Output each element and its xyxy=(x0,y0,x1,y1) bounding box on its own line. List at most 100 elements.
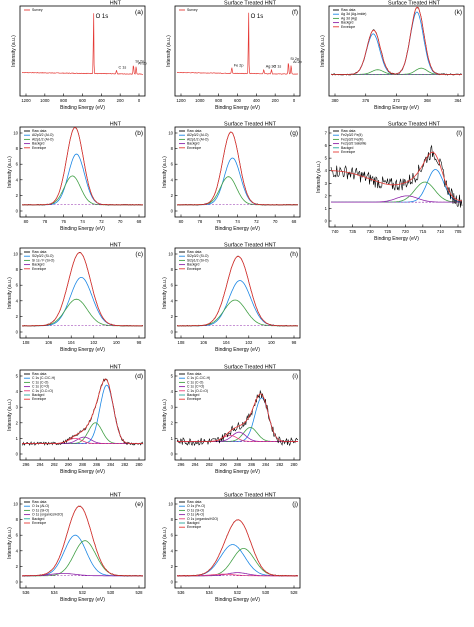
peak-annotation: Al 2p xyxy=(138,61,147,65)
panel-tag: HNT xyxy=(110,1,122,7)
legend-entry: C 1s (O-C=O) xyxy=(187,389,208,393)
legend-entry: Ag 3d (Ag-imide) xyxy=(341,12,366,16)
x-tick-label: 536 xyxy=(23,590,31,595)
x-tick-label: 288 xyxy=(234,462,242,467)
legend-entry: Raw data xyxy=(32,372,46,376)
y-tick-label: 0 xyxy=(16,209,19,214)
x-tick-label: 102 xyxy=(90,340,98,345)
panel-label: (e) xyxy=(135,501,143,508)
envelope-line xyxy=(177,255,298,327)
legend-entry: Backgrd xyxy=(32,517,45,521)
legend-entry: Envelope xyxy=(32,267,46,271)
y-axis-label: Intensity (a.u.) xyxy=(7,156,13,188)
panel-tag: Surface Treated HNT xyxy=(224,365,277,371)
x-tick-label: 364 xyxy=(455,98,463,103)
x-tick-label: 76 xyxy=(216,219,221,224)
legend-entry: C 1s (C=O) xyxy=(187,385,204,389)
x-axis-label: Binding Energy (eV) xyxy=(60,597,105,603)
x-tick-label: 528 xyxy=(291,590,299,595)
peak-annotation: Si 2p xyxy=(135,60,144,64)
legend-entry: Fe2p3/2 Satellite xyxy=(341,142,367,146)
legend-entry: Al2p1/2 (Al-O) xyxy=(187,137,208,141)
x-tick-label: 735 xyxy=(349,229,357,234)
x-tick-label: 286 xyxy=(93,462,101,467)
peak-annotation: O 1s xyxy=(251,14,264,20)
x-axis-label: Binding Energy (eV) xyxy=(374,105,419,111)
y-tick-label: 3 xyxy=(325,181,328,186)
legend-entry: O 1s (Si-O) xyxy=(32,508,49,512)
y-tick-label: 8 xyxy=(16,267,19,272)
y-tick-label: 2 xyxy=(171,193,174,198)
x-tick-label: 715 xyxy=(419,229,427,234)
y-tick-label: 3 xyxy=(171,405,174,410)
y-axis-label: Intensity (a.u.) xyxy=(7,527,13,559)
panel-label: (h) xyxy=(290,251,298,258)
x-tick-label: 98 xyxy=(292,340,297,345)
y-tick-label: 4 xyxy=(16,298,19,303)
x-tick-label: 800 xyxy=(60,98,68,103)
x-tick-label: 376 xyxy=(362,98,370,103)
y-tick-label: 1 xyxy=(171,436,174,441)
x-tick-label: 106 xyxy=(200,340,208,345)
x-tick-label: 372 xyxy=(393,98,401,103)
x-tick-label: 290 xyxy=(65,462,73,467)
panel-i: 296 294 292 290 288 286 284 282 280 0 1 2 3 4 5 Binding… xyxy=(162,365,301,475)
x-tick-label: 368 xyxy=(424,98,432,103)
legend-entry: O 1s (organics/H2O) xyxy=(187,517,218,521)
legend-entry: Envelope xyxy=(187,525,201,529)
legend-entry: Si2p3/2 (Si-O) xyxy=(187,254,208,258)
panel-e: 536 534 532 530 528 0 2 4 6 8 10 Binding Energy (eV… xyxy=(7,493,146,603)
x-tick-label: 534 xyxy=(206,590,214,595)
x-tick-label: 705 xyxy=(455,229,463,234)
envelope-line xyxy=(177,131,298,206)
x-tick-label: 68 xyxy=(292,219,297,224)
x-tick-label: 532 xyxy=(79,590,87,595)
legend-entry: Envelope xyxy=(32,397,46,401)
x-tick-label: 1200 xyxy=(176,98,186,103)
x-tick-label: 68 xyxy=(137,219,142,224)
legend-entry: Si2p3/2 (Si-O) xyxy=(32,254,53,258)
y-tick-label: 7 xyxy=(325,131,328,136)
legend-entry: Backgrd xyxy=(32,263,45,267)
y-tick-label: 8 xyxy=(16,517,19,522)
legend-entry: C 1s (C=O) xyxy=(32,385,49,389)
survey-line xyxy=(21,13,143,75)
x-tick-label: 530 xyxy=(262,590,270,595)
y-axis-label: Intensity (a.u.) xyxy=(7,277,13,309)
y-tick-label: 4 xyxy=(16,548,19,553)
x-tick-label: 78 xyxy=(197,219,202,224)
legend-entry: Backgrd xyxy=(187,263,200,267)
legend-entry: C 1s (C-O) xyxy=(187,380,203,384)
x-axis-label: Binding Energy (eV) xyxy=(60,105,105,111)
x-axis-label: Binding Energy (eV) xyxy=(215,226,260,232)
panel-tag: Surface Treated HNT xyxy=(388,1,441,7)
y-tick-label: 4 xyxy=(171,548,174,553)
y-tick-label: 10 xyxy=(13,252,18,257)
legend-entry: Envelope xyxy=(341,150,355,154)
legend-entry: Envelope xyxy=(32,521,46,525)
legend-entry: Backgrd xyxy=(187,142,200,146)
x-tick-label: 286 xyxy=(248,462,256,467)
x-tick-label: 100 xyxy=(113,340,121,345)
y-tick-label: 5 xyxy=(171,374,174,379)
x-axis-label: Binding Energy (eV) xyxy=(60,347,105,353)
x-tick-label: 104 xyxy=(223,340,231,345)
y-axis-label: Intensity (a.u.) xyxy=(162,399,168,431)
x-tick-label: 98 xyxy=(137,340,142,345)
legend-entry: Fe2p3/2 Fe(II) xyxy=(341,133,362,137)
x-tick-label: 106 xyxy=(45,340,53,345)
x-tick-label: 288 xyxy=(79,462,87,467)
y-tick-label: 2 xyxy=(171,420,174,425)
x-tick-label: 284 xyxy=(107,462,115,467)
plot-frame xyxy=(174,5,301,97)
legend-entry: Backgrd xyxy=(32,142,45,146)
y-tick-label: 2 xyxy=(16,193,19,198)
x-tick-label: 534 xyxy=(51,590,59,595)
x-tick-label: 720 xyxy=(402,229,410,234)
y-tick-label: 8 xyxy=(171,146,174,151)
